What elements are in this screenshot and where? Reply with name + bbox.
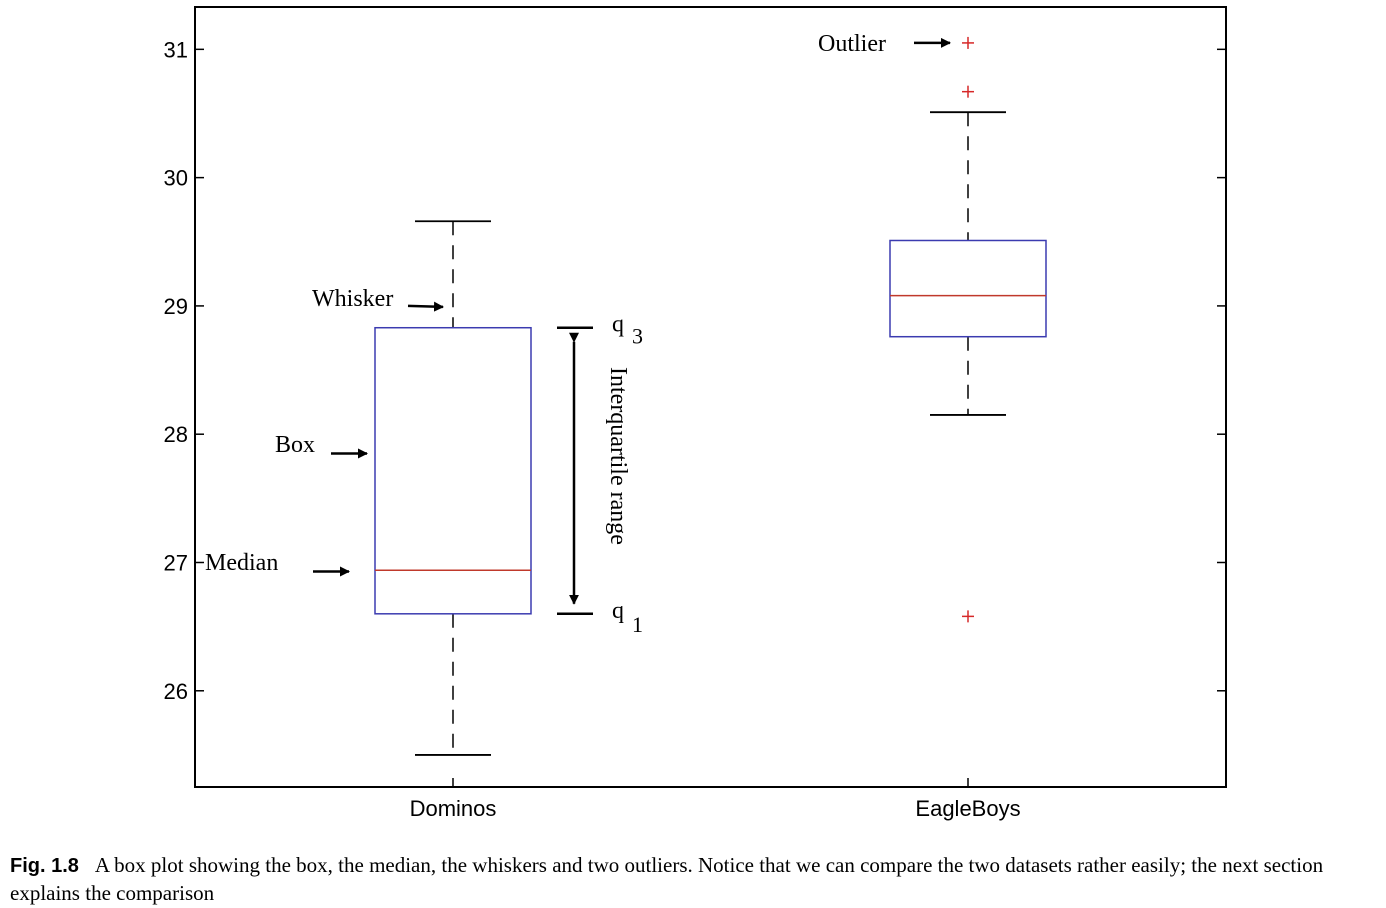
- y-tick-label: 28: [164, 422, 188, 447]
- outlier-annotation: Outlier: [818, 31, 886, 57]
- median-annotation: Median: [205, 550, 278, 576]
- q1-subscript: 1: [632, 612, 643, 637]
- whisker-annotation: Whisker: [312, 286, 393, 312]
- y-tick-label: 30: [164, 166, 188, 191]
- iqr-box: [374, 326, 532, 615]
- boxes: [374, 36, 1047, 756]
- annotations: Whisker Box Median Outlier q 3 q 1 Inter…: [205, 31, 951, 637]
- figure-label: Fig. 1.8: [10, 855, 79, 877]
- q1-label: q: [612, 598, 624, 624]
- figure-caption: Fig. 1.8 A box plot showing the box, the …: [10, 852, 1382, 907]
- y-tick-label: 27: [164, 550, 188, 575]
- y-tick-label: 31: [164, 37, 188, 62]
- q3-subscript: 3: [632, 324, 643, 349]
- x-tick-label: Dominos: [410, 796, 497, 821]
- plot-frame: [194, 6, 1227, 788]
- box-annotation: Box: [275, 432, 315, 458]
- y-tick-label: 26: [164, 679, 188, 704]
- iqr-box: [889, 239, 1047, 338]
- x-tick-label: EagleBoys: [915, 796, 1020, 821]
- q3-label: q: [612, 312, 624, 338]
- whisker-arrow: [407, 301, 444, 312]
- iqr-label: Interquartile range: [605, 367, 631, 545]
- y-tick-label: 29: [164, 294, 188, 319]
- x-axis: Dominos EagleBoys: [410, 778, 1021, 821]
- caption-text: A box plot showing the box, the median, …: [10, 853, 1324, 905]
